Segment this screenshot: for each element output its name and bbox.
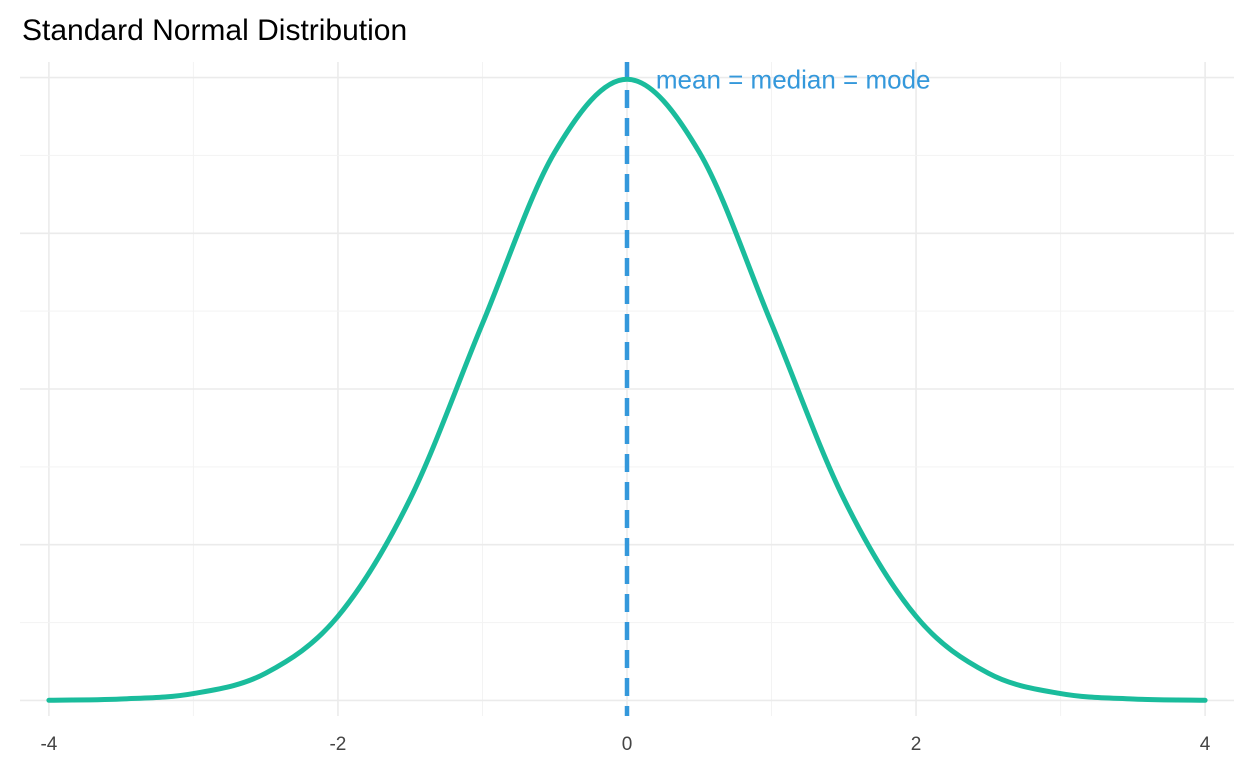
series-layer — [46, 76, 1208, 703]
annotations: mean = median = mode — [656, 64, 931, 94]
annotation-label: mean = median = mode — [656, 64, 931, 94]
x-tick-label: -4 — [40, 734, 57, 755]
x-tick-label: 0 — [622, 734, 633, 755]
x-tick-label: 2 — [911, 734, 922, 755]
density-curve — [46, 76, 1208, 703]
x-tick-label: 4 — [1200, 734, 1211, 755]
x-tick-labels: -4 -2 0 2 4 — [40, 734, 1210, 755]
x-tick-label: -2 — [329, 734, 346, 755]
chart-title: Standard Normal Distribution — [22, 14, 407, 47]
